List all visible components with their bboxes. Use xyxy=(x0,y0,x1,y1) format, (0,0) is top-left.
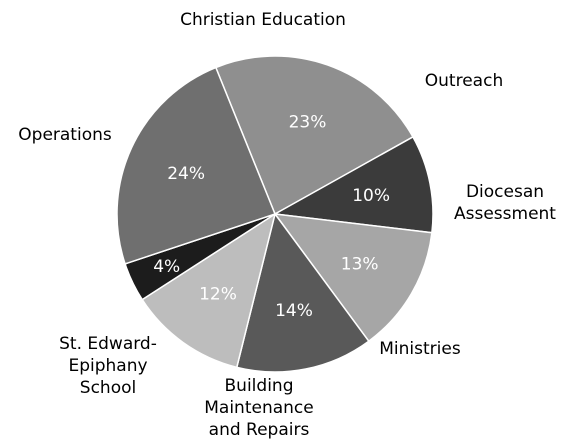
slice-category-label-line: and Repairs xyxy=(209,420,310,440)
pie-slice xyxy=(273,213,433,343)
slice-category-label-line: Maintenance xyxy=(204,398,313,418)
slice-percent-label: 12% xyxy=(199,285,237,305)
pie-slice xyxy=(116,66,276,265)
slice-category-label-line: Diocesan xyxy=(466,182,544,202)
slice-category-label: St. Edward-Epiphany School xyxy=(59,334,157,398)
slice-category-label-line: Assessment xyxy=(454,204,556,224)
slice-category-label: Operations xyxy=(18,125,112,145)
pie-slice xyxy=(235,212,370,373)
slice-category-label: Diocesan Assessment xyxy=(454,182,556,224)
slice-category-label-line: Epiphany xyxy=(68,356,147,376)
slice-category-label-line: Building xyxy=(225,376,294,396)
slice-category-label: Ministries xyxy=(379,339,461,359)
slice-percent-label: 24% xyxy=(167,164,205,184)
slice-percent-label: 14% xyxy=(275,301,313,321)
slice-category-label-line: St. Edward- xyxy=(59,334,157,354)
slice-category-label: Christian Education xyxy=(180,10,346,30)
slice-percent-label: 4% xyxy=(153,257,180,277)
pie-slice xyxy=(141,212,277,369)
slice-category-label-line: Christian Education xyxy=(180,10,346,30)
slice-percent-label: 23% xyxy=(289,113,327,133)
pie-slice xyxy=(214,55,414,216)
slice-category-label-line: Ministries xyxy=(379,339,461,359)
slice-percent-label: 10% xyxy=(352,186,390,206)
slice-percent-label: 13% xyxy=(341,254,379,274)
pie-slice xyxy=(272,135,434,234)
slice-category-label: Outreach xyxy=(425,71,503,91)
slice-category-label-line: Outreach xyxy=(425,71,503,91)
slice-category-label: Building Maintenance and Repairs xyxy=(204,376,313,440)
slice-category-label-line: Operations xyxy=(18,125,112,145)
slice-category-label-line: School xyxy=(80,378,136,398)
